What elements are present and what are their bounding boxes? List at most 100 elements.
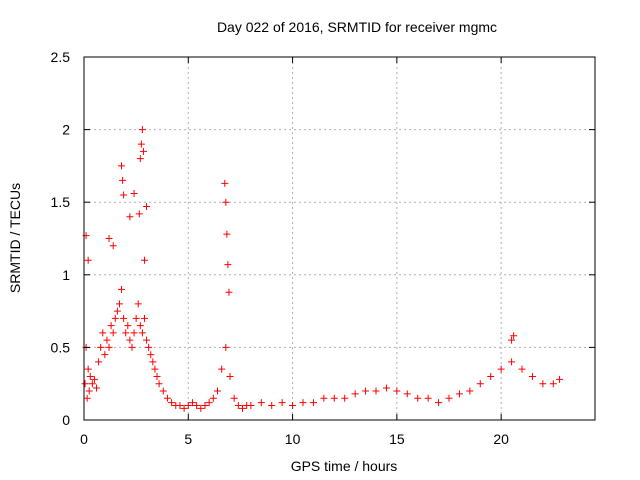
data-point [508, 358, 516, 366]
data-point [341, 394, 349, 402]
data-point [218, 365, 226, 373]
data-point [556, 375, 564, 383]
data-point [97, 343, 105, 351]
data-point [221, 179, 229, 187]
data-point [88, 380, 96, 388]
y-axis-label: SRMTID / TECUs [7, 183, 23, 293]
data-point [126, 213, 134, 221]
data-point [393, 387, 401, 395]
data-point [455, 390, 463, 398]
x-tick-label: 5 [184, 431, 192, 447]
data-point [508, 336, 516, 344]
data-point [224, 261, 232, 269]
data-point [257, 399, 265, 407]
data-point [99, 329, 107, 337]
data-point [193, 401, 201, 409]
data-point [137, 140, 145, 148]
data-points [81, 126, 564, 412]
data-point [140, 314, 148, 322]
data-point [230, 394, 238, 402]
x-tick-label: 15 [389, 431, 405, 447]
data-point [466, 387, 474, 395]
data-point [138, 329, 146, 337]
data-point [105, 343, 113, 351]
x-tick-label: 10 [285, 431, 301, 447]
data-point [101, 351, 109, 359]
y-tick-labels: 0 0.5 1 1.5 2 2.5 [51, 49, 71, 428]
y-tick-label: 2 [62, 122, 70, 138]
data-point [487, 372, 495, 380]
data-point [143, 203, 151, 211]
data-point [223, 230, 231, 238]
data-point [109, 329, 117, 337]
data-point [145, 343, 153, 351]
data-point [118, 285, 126, 293]
x-tick-labels: 0 5 10 15 20 [80, 431, 509, 447]
data-point [188, 399, 196, 407]
data-point [81, 380, 89, 388]
y-tick-label: 0 [62, 412, 70, 428]
y-tick-label: 0.5 [51, 339, 71, 355]
data-point [299, 399, 307, 407]
data-point [134, 300, 142, 308]
data-point [95, 358, 103, 366]
data-point [163, 394, 171, 402]
data-point [239, 404, 247, 412]
data-point [149, 358, 157, 366]
data-point [510, 332, 518, 340]
data-point [497, 365, 505, 373]
data-point [168, 399, 176, 407]
data-point [90, 375, 98, 383]
data-point [209, 394, 217, 402]
data-point [109, 242, 117, 250]
data-point [132, 314, 140, 322]
data-point [151, 365, 159, 373]
data-point [362, 387, 370, 395]
data-point [372, 387, 380, 395]
data-point [84, 256, 92, 264]
data-point [435, 399, 443, 407]
data-point [424, 394, 432, 402]
data-point [184, 401, 192, 409]
data-point [126, 336, 134, 344]
data-point [289, 401, 297, 409]
x-axis-label: GPS time / hours [291, 458, 398, 474]
data-point [124, 322, 132, 330]
data-point [93, 384, 101, 392]
data-point [518, 365, 526, 373]
data-point [201, 401, 209, 409]
data-point [136, 322, 144, 330]
data-point [128, 343, 136, 351]
y-tick-label: 1.5 [51, 194, 71, 210]
data-point [105, 235, 113, 242]
data-point [176, 401, 184, 409]
data-point [226, 372, 234, 380]
data-point [351, 390, 359, 398]
y-tick-label: 2.5 [51, 49, 71, 65]
data-point [268, 401, 276, 409]
data-point [130, 329, 138, 337]
data-point [147, 351, 155, 359]
data-point [115, 300, 123, 308]
data-point [120, 314, 128, 322]
plot-frame [83, 56, 596, 421]
data-point [153, 372, 161, 380]
grid-lines [84, 57, 595, 420]
data-point [445, 394, 453, 402]
data-point [83, 394, 91, 402]
data-point [528, 372, 536, 380]
data-point [103, 336, 111, 344]
data-point [197, 404, 205, 412]
data-point [119, 176, 127, 184]
data-point [403, 390, 411, 398]
data-point [476, 380, 484, 388]
data-point [155, 380, 163, 388]
data-point [130, 189, 138, 197]
data-point [330, 394, 338, 402]
axis-ticks [83, 56, 595, 421]
data-point [309, 399, 317, 407]
data-point [139, 147, 147, 155]
data-point [180, 404, 188, 412]
data-point [549, 380, 557, 388]
